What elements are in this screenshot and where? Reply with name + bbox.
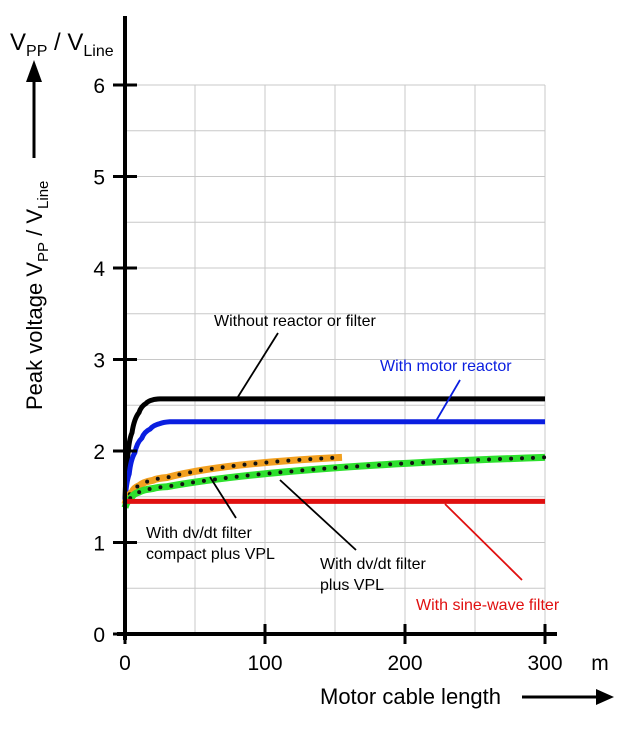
series-with-dv-dt-filter-compact-plus-vpl-dots — [123, 455, 344, 507]
annotation-with-sine-wave-filter-text: With sine-wave filter — [416, 597, 560, 614]
annotation-without-reactor-or-filter-text: Without reactor or filter — [214, 313, 377, 330]
y-tick-label: 5 — [93, 167, 105, 190]
annotation-with-motor-reactor-text: With motor reactor — [380, 358, 512, 375]
series-group — [121, 396, 547, 510]
y-tick-label: 6 — [93, 75, 105, 98]
x-unit-label: m — [591, 652, 609, 675]
grid — [125, 84, 546, 634]
y-tick-label: 0 — [93, 624, 105, 647]
annotation-with-dv-dt-filter-compact-plus-vpl-text: With dv/dt filter — [146, 525, 252, 542]
y-arrow-head-icon — [26, 60, 42, 82]
y-tick-label: 3 — [93, 350, 105, 373]
y-axis-label: Peak voltage VPP / VLine — [22, 181, 52, 410]
x-tick-label: 100 — [247, 652, 282, 675]
annotation-with-dv-dt-filter-plus-vpl-leader — [279, 479, 357, 551]
x-tick-label: 300 — [527, 652, 562, 675]
x-tick-label: 200 — [387, 652, 422, 675]
x-arrow-head-icon — [596, 689, 614, 705]
annotation-with-dv-dt-filter-compact-plus-vpl-text: compact plus VPL — [146, 546, 275, 563]
annotation-without-reactor-or-filter-leader — [235, 332, 279, 401]
annotation-with-sine-wave-filter-leader — [444, 503, 523, 581]
axes — [26, 16, 614, 705]
top-axis-label: VPP / VLine — [10, 29, 114, 60]
series-with-dv-dt-filter-plus-vpl-line — [121, 453, 546, 509]
annotation-with-dv-dt-filter-plus-vpl-text: With dv/dt filter — [320, 556, 426, 573]
y-tick-label: 2 — [93, 441, 105, 464]
y-tick-label: 1 — [93, 533, 105, 556]
x-axis-label: Motor cable length — [320, 684, 501, 709]
series-without-reactor-or-filter-line — [122, 396, 545, 502]
series-with-motor-reactor-line — [122, 419, 545, 502]
annotation-with-motor-reactor-leader — [435, 379, 461, 422]
y-tick-label: 4 — [93, 258, 105, 281]
annotation-with-dv-dt-filter-plus-vpl-text: plus VPL — [320, 577, 384, 594]
x-tick-label: 0 — [119, 652, 131, 675]
annotation-with-dv-dt-filter-compact-plus-vpl-leader — [209, 476, 237, 519]
labels: 0 1 2 3 4 5 6 0 100 200 300 m Motor cable length VPP … — [10, 29, 609, 709]
